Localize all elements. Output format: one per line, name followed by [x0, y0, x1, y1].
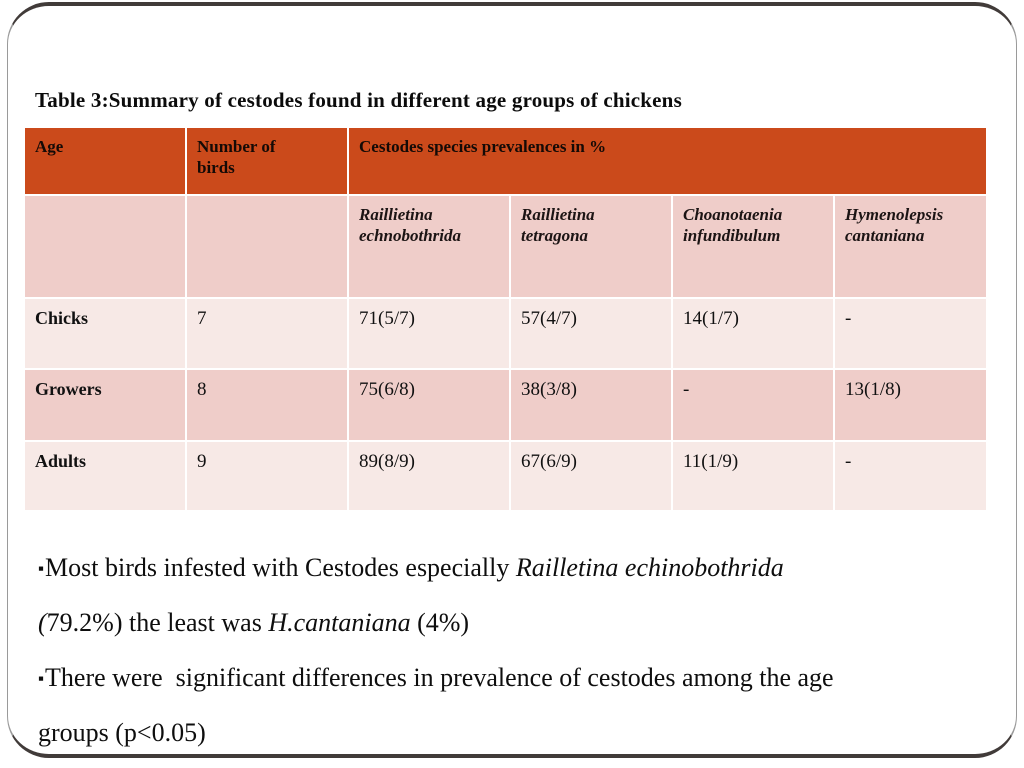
bullet-2-line-2: groups (p<0.05) — [38, 705, 978, 760]
bullet-2-text-a: There were significant differences in pr… — [45, 663, 834, 692]
species-header-empty-age — [25, 196, 185, 297]
cestodes-table: Age Number of birds Cestodes species pre… — [25, 128, 986, 510]
adults-value-infundibulum: 11(1/9) — [673, 442, 833, 510]
species-header-hymenolepsis-cantaniana: Hymenolepsis cantaniana — [835, 196, 986, 297]
row-label-adults: Adults — [25, 442, 185, 510]
text-segment: Most birds infested with Cestodes especi… — [45, 553, 516, 582]
bullet-1-line-2: (79.2%) the least was H.cantaniana (4%) — [38, 595, 978, 650]
text-segment: (4%) — [410, 608, 470, 637]
row-label-chicks: Chicks — [25, 299, 185, 368]
chicks-n-birds: 7 — [187, 299, 347, 368]
growers-value-cantaniana: 13(1/8) — [835, 370, 986, 440]
text-segment: ( — [38, 608, 47, 637]
species-header-raillietina-echnobothrida: Raillietina echnobothrida — [349, 196, 509, 297]
bullet-1-text-a: Most birds infested with Cestodes especi… — [45, 553, 784, 582]
adults-n-birds: 9 — [187, 442, 347, 510]
adults-value-tetragona: 67(6/9) — [511, 442, 671, 510]
text-segment: groups (p<0.05) — [38, 718, 206, 747]
chicks-value-echnobothrida: 71(5/7) — [349, 299, 509, 368]
species-header-empty-birds — [187, 196, 347, 297]
text-segment: Railletina echinobothrida — [515, 553, 784, 582]
table-header-age: Age — [25, 128, 185, 194]
growers-value-tetragona: 38(3/8) — [511, 370, 671, 440]
chicks-value-infundibulum: 14(1/7) — [673, 299, 833, 368]
text-segment: H.cantaniana — [268, 608, 411, 637]
growers-value-infundibulum: - — [673, 370, 833, 440]
square-bullet-icon: ▪ — [38, 559, 45, 578]
page-title: Table 3:Summary of cestodes found in dif… — [35, 88, 682, 112]
bullet-1-text-b: (79.2%) the least was H.cantaniana (4%) — [38, 608, 469, 637]
growers-value-echnobothrida: 75(6/8) — [349, 370, 509, 440]
bullet-2-line-1: ▪There were significant differences in p… — [38, 650, 978, 705]
square-bullet-icon: ▪ — [38, 669, 45, 688]
species-header-raillietina-tetragona: Raillietina tetragona — [511, 196, 671, 297]
bullet-1-line-1: ▪Most birds infested with Cestodes espec… — [38, 540, 978, 595]
adults-value-cantaniana: - — [835, 442, 986, 510]
bullet-2-text-b: groups (p<0.05) — [38, 718, 206, 747]
table-header-prevalence: Cestodes species prevalences in % — [349, 128, 986, 194]
summary-bullets: ▪Most birds infested with Cestodes espec… — [38, 540, 978, 760]
text-segment: There were significant differences in pr… — [45, 663, 834, 692]
species-header-choanotaenia-infundibulum: Choanotaenia infundibulum — [673, 196, 833, 297]
chicks-value-cantaniana: - — [835, 299, 986, 368]
adults-value-echnobothrida: 89(8/9) — [349, 442, 509, 510]
table-header-number-of-birds: Number of birds — [187, 128, 347, 194]
row-label-growers: Growers — [25, 370, 185, 440]
text-segment: 79.2%) the least was — [46, 608, 269, 637]
chicks-value-tetragona: 57(4/7) — [511, 299, 671, 368]
growers-n-birds: 8 — [187, 370, 347, 440]
